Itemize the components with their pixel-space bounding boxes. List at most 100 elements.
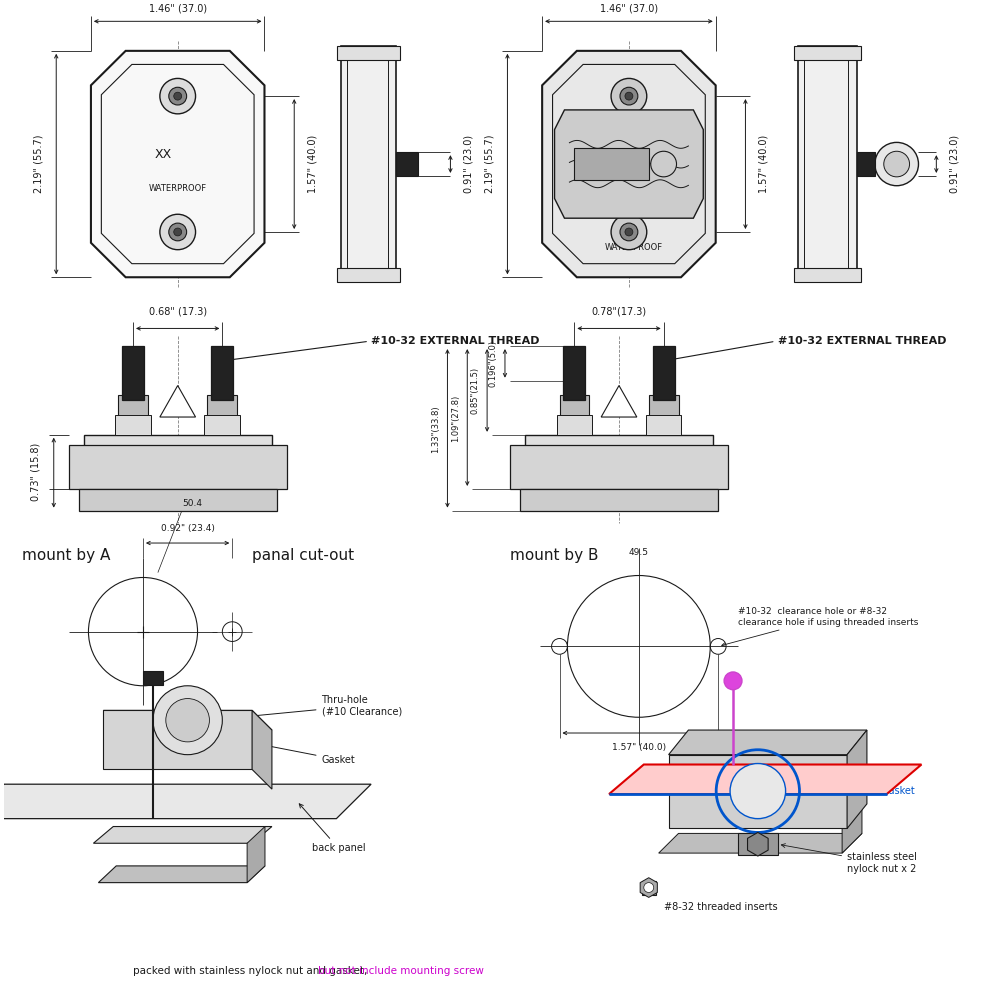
Bar bbox=[79, 489, 277, 511]
Bar bbox=[794, 46, 861, 60]
Bar bbox=[649, 395, 678, 417]
Text: packed with stainless nylock nut and gasket,: packed with stainless nylock nut and gas… bbox=[133, 966, 371, 976]
Text: 0.73" (15.8): 0.73" (15.8) bbox=[31, 443, 41, 501]
Bar bbox=[794, 268, 861, 282]
Bar bbox=[115, 415, 151, 435]
Polygon shape bbox=[160, 386, 196, 417]
Circle shape bbox=[611, 214, 647, 250]
Bar bbox=[337, 268, 400, 282]
Circle shape bbox=[875, 142, 918, 186]
Polygon shape bbox=[91, 51, 264, 277]
Polygon shape bbox=[98, 866, 265, 883]
Circle shape bbox=[625, 92, 633, 100]
Circle shape bbox=[730, 764, 786, 819]
Polygon shape bbox=[601, 386, 637, 417]
Text: 2.19" (55.7): 2.19" (55.7) bbox=[485, 135, 495, 193]
Text: 0.78"(17.3): 0.78"(17.3) bbox=[591, 307, 647, 317]
Text: Gasket: Gasket bbox=[241, 739, 355, 765]
Polygon shape bbox=[93, 827, 272, 843]
Bar bbox=[347, 54, 388, 274]
Circle shape bbox=[169, 87, 187, 105]
Text: 0.91" (23.0): 0.91" (23.0) bbox=[463, 135, 473, 193]
Polygon shape bbox=[609, 765, 921, 794]
Circle shape bbox=[884, 151, 910, 177]
Text: 1.33"(33.8): 1.33"(33.8) bbox=[431, 405, 440, 453]
Bar bbox=[143, 671, 163, 685]
Text: WATERPROOF: WATERPROOF bbox=[149, 184, 207, 193]
Text: 1.57" (40.0): 1.57" (40.0) bbox=[307, 135, 317, 193]
Text: #10-32  clearance hole or #8-32
clearance hole if using threaded inserts: #10-32 clearance hole or #8-32 clearance… bbox=[722, 607, 918, 646]
Text: stainless steel
nylock nut x 2: stainless steel nylock nut x 2 bbox=[781, 844, 917, 874]
Circle shape bbox=[174, 92, 182, 100]
Polygon shape bbox=[103, 710, 272, 730]
Text: XX: XX bbox=[154, 148, 171, 161]
Text: 1.46" (37.0): 1.46" (37.0) bbox=[149, 4, 207, 14]
Bar bbox=[804, 54, 848, 274]
Bar bbox=[738, 833, 778, 855]
Circle shape bbox=[160, 214, 196, 250]
Text: Thru-hole
(#10 Clearance): Thru-hole (#10 Clearance) bbox=[191, 695, 402, 723]
Text: 1.09"(27.8): 1.09"(27.8) bbox=[451, 394, 460, 442]
Circle shape bbox=[651, 151, 677, 177]
Bar bbox=[510, 445, 728, 489]
Bar bbox=[122, 346, 144, 400]
Circle shape bbox=[153, 686, 222, 755]
Bar bbox=[646, 415, 681, 435]
Text: 50.4: 50.4 bbox=[183, 499, 203, 508]
Bar bbox=[557, 415, 592, 435]
Bar bbox=[211, 346, 233, 400]
Circle shape bbox=[625, 228, 633, 236]
Bar bbox=[207, 395, 237, 417]
Bar bbox=[574, 148, 649, 180]
Bar bbox=[337, 46, 400, 60]
Text: #8-32 threaded inserts: #8-32 threaded inserts bbox=[664, 902, 777, 912]
Text: #10-32 EXTERNAL THREAD: #10-32 EXTERNAL THREAD bbox=[778, 336, 946, 346]
Text: 1.57" (40.0): 1.57" (40.0) bbox=[161, 735, 215, 744]
Circle shape bbox=[724, 672, 742, 690]
Bar bbox=[560, 395, 589, 417]
Circle shape bbox=[644, 883, 654, 892]
Polygon shape bbox=[542, 51, 716, 277]
Text: 1.57" (40.0): 1.57" (40.0) bbox=[612, 743, 666, 752]
Text: 0.196"(5.0): 0.196"(5.0) bbox=[489, 340, 498, 387]
Bar bbox=[525, 435, 713, 499]
Text: 2.19" (55.7): 2.19" (55.7) bbox=[33, 135, 43, 193]
Text: mount by B: mount by B bbox=[510, 548, 598, 563]
Bar bbox=[396, 152, 418, 176]
Polygon shape bbox=[669, 730, 867, 755]
Text: WATERPROOF: WATERPROOF bbox=[605, 243, 663, 252]
Bar bbox=[84, 435, 272, 499]
Bar bbox=[520, 489, 718, 511]
Bar bbox=[563, 346, 585, 400]
Text: XX: XX bbox=[601, 159, 617, 169]
Polygon shape bbox=[842, 804, 862, 853]
Bar bbox=[69, 445, 287, 489]
Bar bbox=[857, 152, 875, 176]
Text: 0.92" (23.4): 0.92" (23.4) bbox=[161, 524, 215, 533]
Circle shape bbox=[620, 87, 638, 105]
Bar bbox=[341, 46, 396, 282]
Text: panal cut-out: panal cut-out bbox=[252, 548, 354, 563]
Bar bbox=[204, 415, 240, 435]
Text: 1.46" (37.0): 1.46" (37.0) bbox=[600, 4, 658, 14]
Text: but not include mounting screw: but not include mounting screw bbox=[318, 966, 484, 976]
Circle shape bbox=[174, 228, 182, 236]
Circle shape bbox=[169, 223, 187, 241]
Polygon shape bbox=[0, 784, 371, 819]
Circle shape bbox=[160, 78, 196, 114]
Text: 0.91" (23.0): 0.91" (23.0) bbox=[949, 135, 959, 193]
Bar bbox=[798, 46, 857, 282]
Polygon shape bbox=[103, 710, 252, 769]
Text: back panel: back panel bbox=[299, 804, 365, 853]
Bar bbox=[653, 346, 675, 400]
Text: #10-32 EXTERNAL THREAD: #10-32 EXTERNAL THREAD bbox=[371, 336, 540, 346]
Text: 49.5: 49.5 bbox=[629, 548, 649, 557]
Circle shape bbox=[611, 78, 647, 114]
Polygon shape bbox=[252, 710, 272, 789]
Text: front panel: front panel bbox=[708, 799, 762, 809]
Text: 1.57" (40.0): 1.57" (40.0) bbox=[758, 135, 768, 193]
Text: Gasket: Gasket bbox=[803, 786, 916, 796]
Polygon shape bbox=[640, 878, 657, 897]
Circle shape bbox=[620, 223, 638, 241]
Polygon shape bbox=[748, 832, 768, 856]
